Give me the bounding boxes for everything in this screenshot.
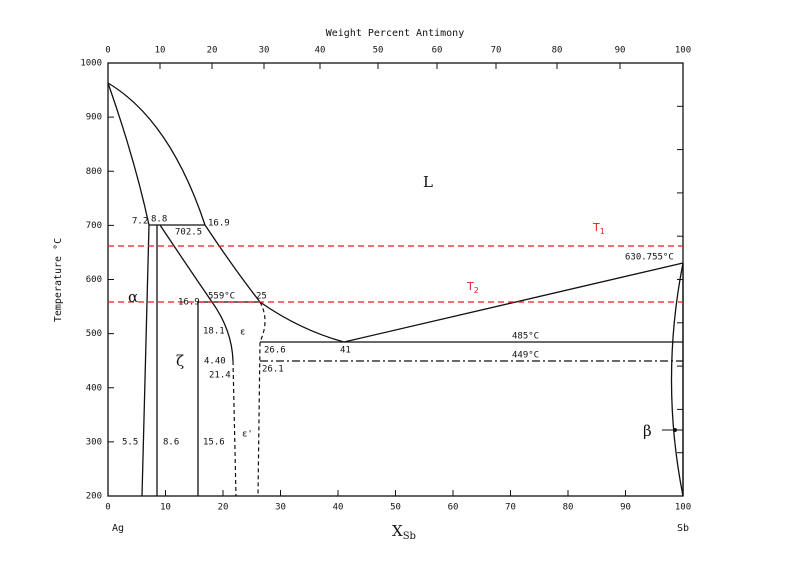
sb-label: Sb (677, 523, 689, 534)
beta-left (670, 262, 684, 497)
point-label: 18.1 (203, 327, 225, 337)
region-zeta: ζ (176, 352, 184, 370)
t1-sub: 1 (600, 227, 605, 236)
region-epsilon-prime: ε' (242, 430, 253, 440)
bottom-tick-label: 70 (505, 503, 516, 513)
t1-label: T1 (592, 221, 605, 236)
point-label: 7.2 (132, 217, 148, 227)
bottom-tick-label: 100 (675, 503, 691, 513)
region-liquid: L (423, 173, 433, 191)
top-axis-title: Weight Percent Antimony (326, 28, 464, 39)
top-tick-label: 90 (615, 46, 626, 56)
top-tick-label: 100 (675, 46, 691, 56)
top-tick-label: 40 (315, 46, 326, 56)
solidus-alpha (107, 82, 150, 226)
left-tick-label: 800 (86, 167, 102, 177)
top-tick-label: 50 (373, 46, 384, 56)
top-tick-label: 60 (432, 46, 443, 56)
region-beta: β (643, 422, 652, 440)
left-tick-label: 400 (86, 383, 102, 393)
phase-lines (107, 82, 684, 497)
point-label: 8.6 (163, 438, 179, 448)
left-tick-label: 200 (86, 492, 102, 502)
point-label: 702.5 (175, 228, 202, 238)
top-tick-label: 0 (105, 46, 110, 56)
left-tick-label: 700 (86, 221, 102, 231)
point-label: 16.9 (178, 298, 200, 308)
bottom-tick-label: 40 (333, 503, 344, 513)
point-label: 630.755°C (625, 253, 674, 263)
epsilon-right (257, 301, 266, 497)
left-axis-title: Temperature °C (53, 238, 64, 322)
plot-frame (107, 62, 684, 497)
top-tick-label: 20 (207, 46, 218, 56)
t1: T (592, 221, 600, 234)
left-tick-label: 1000 (80, 59, 102, 69)
t2-sub: 2 (474, 286, 479, 295)
point-labels: 7.2 8.8 16.9 702.5 16.9 559°C 25 18.1 26.6 41 485°… (122, 215, 674, 448)
top-tick-label: 70 (491, 46, 502, 56)
point-label: 8.8 (151, 215, 167, 225)
bottom-tick-label: 20 (218, 503, 229, 513)
point-label: 26.6 (264, 346, 286, 356)
x-symbol: X (392, 522, 403, 540)
top-tick-label: 10 (155, 46, 166, 56)
bottom-tick-label: 30 (275, 503, 286, 513)
left-tick-label: 500 (86, 329, 102, 339)
point-label: 16.9 (208, 219, 230, 229)
point-label: 21.4 (209, 371, 231, 381)
point-label: 25 (256, 292, 267, 302)
point-label: 449°C (512, 351, 539, 361)
top-tick-label: 80 (552, 46, 563, 56)
left-tick-label: 600 (86, 275, 102, 285)
liquidus-left (107, 82, 345, 343)
epsilon-low-left (232, 360, 237, 497)
point-label: 5.5 (122, 438, 138, 448)
bottom-tick-label: 60 (448, 503, 459, 513)
region-epsilon: ε (240, 328, 245, 338)
bottom-axis-title: XSb (392, 522, 416, 542)
axis-ticks: 0 10 20 30 40 50 60 70 80 90 1000 10 20 30 40 50 60 70 80 9… (80, 46, 691, 513)
epsilon-left (211, 301, 234, 362)
top-tick-label: 30 (259, 46, 270, 56)
point-label: 41 (340, 346, 351, 356)
alpha-boundary (141, 224, 150, 497)
bottom-tick-label: 90 (620, 503, 631, 513)
bottom-tick-label: 10 (160, 503, 171, 513)
point-label: 485°C (512, 332, 539, 342)
point-label: 26.1 (262, 365, 284, 375)
point-label: 15.6 (203, 438, 225, 448)
bottom-tick-label: 0 (105, 503, 110, 513)
region-alpha: α (128, 288, 138, 306)
bottom-tick-label: 50 (390, 503, 401, 513)
beta-dot (673, 428, 677, 432)
bottom-tick-label: 80 (563, 503, 574, 513)
zeta-liquidus (159, 224, 213, 303)
reference-lines (108, 245, 683, 303)
x-subscript: Sb (403, 531, 416, 542)
point-label: 4.40 (204, 357, 226, 367)
ag-label: Ag (112, 523, 124, 534)
t2: T (466, 280, 474, 293)
t2-label: T2 (466, 280, 479, 295)
point-label: 559°C (208, 292, 235, 302)
left-tick-label: 900 (86, 113, 102, 123)
left-tick-label: 300 (86, 437, 102, 447)
